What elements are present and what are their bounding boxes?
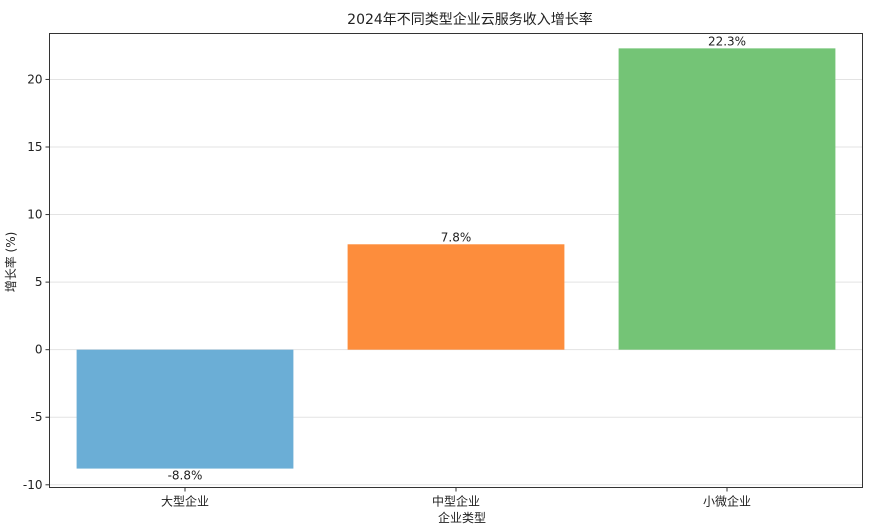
bar [347,244,565,350]
y-tick-label: -10 [23,478,43,492]
x-tick-label: 大型企业 [161,494,209,509]
bar [618,48,836,350]
x-tick-label: 中型企业 [432,494,480,509]
y-tick-label: 15 [27,140,42,154]
data-labels: -8.8% 7.8% 22.3% [168,34,746,482]
bars [76,48,836,469]
y-tick-label: -5 [31,410,43,424]
data-label: -8.8% [168,469,203,483]
y-tick-label: 20 [27,72,42,86]
bar [76,349,294,469]
y-axis-label: 增长率 (%) [3,232,18,293]
x-tick-label: 小微企业 [703,494,751,509]
y-tick-label: 10 [27,208,42,222]
chart-title: 2024年不同类型企业云服务收入增长率 [347,11,593,28]
y-tick-label: 0 [35,343,43,357]
x-axis-label: 企业类型 [438,510,486,525]
data-label: 22.3% [708,34,746,48]
plot-frame [49,33,863,488]
data-label: 7.8% [441,230,472,244]
y-axis-ticks: -10 -5 0 5 10 15 20 [23,72,50,492]
x-axis-ticks: 大型企业 中型企业 小微企业 [161,487,751,509]
y-tick-label: 5 [35,275,43,289]
